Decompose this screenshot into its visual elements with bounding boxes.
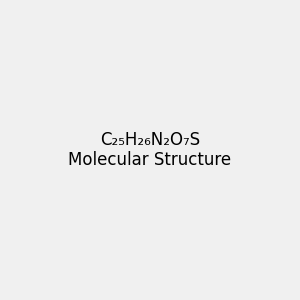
Text: C₂₅H₂₆N₂O₇S
Molecular Structure: C₂₅H₂₆N₂O₇S Molecular Structure [68, 130, 232, 170]
